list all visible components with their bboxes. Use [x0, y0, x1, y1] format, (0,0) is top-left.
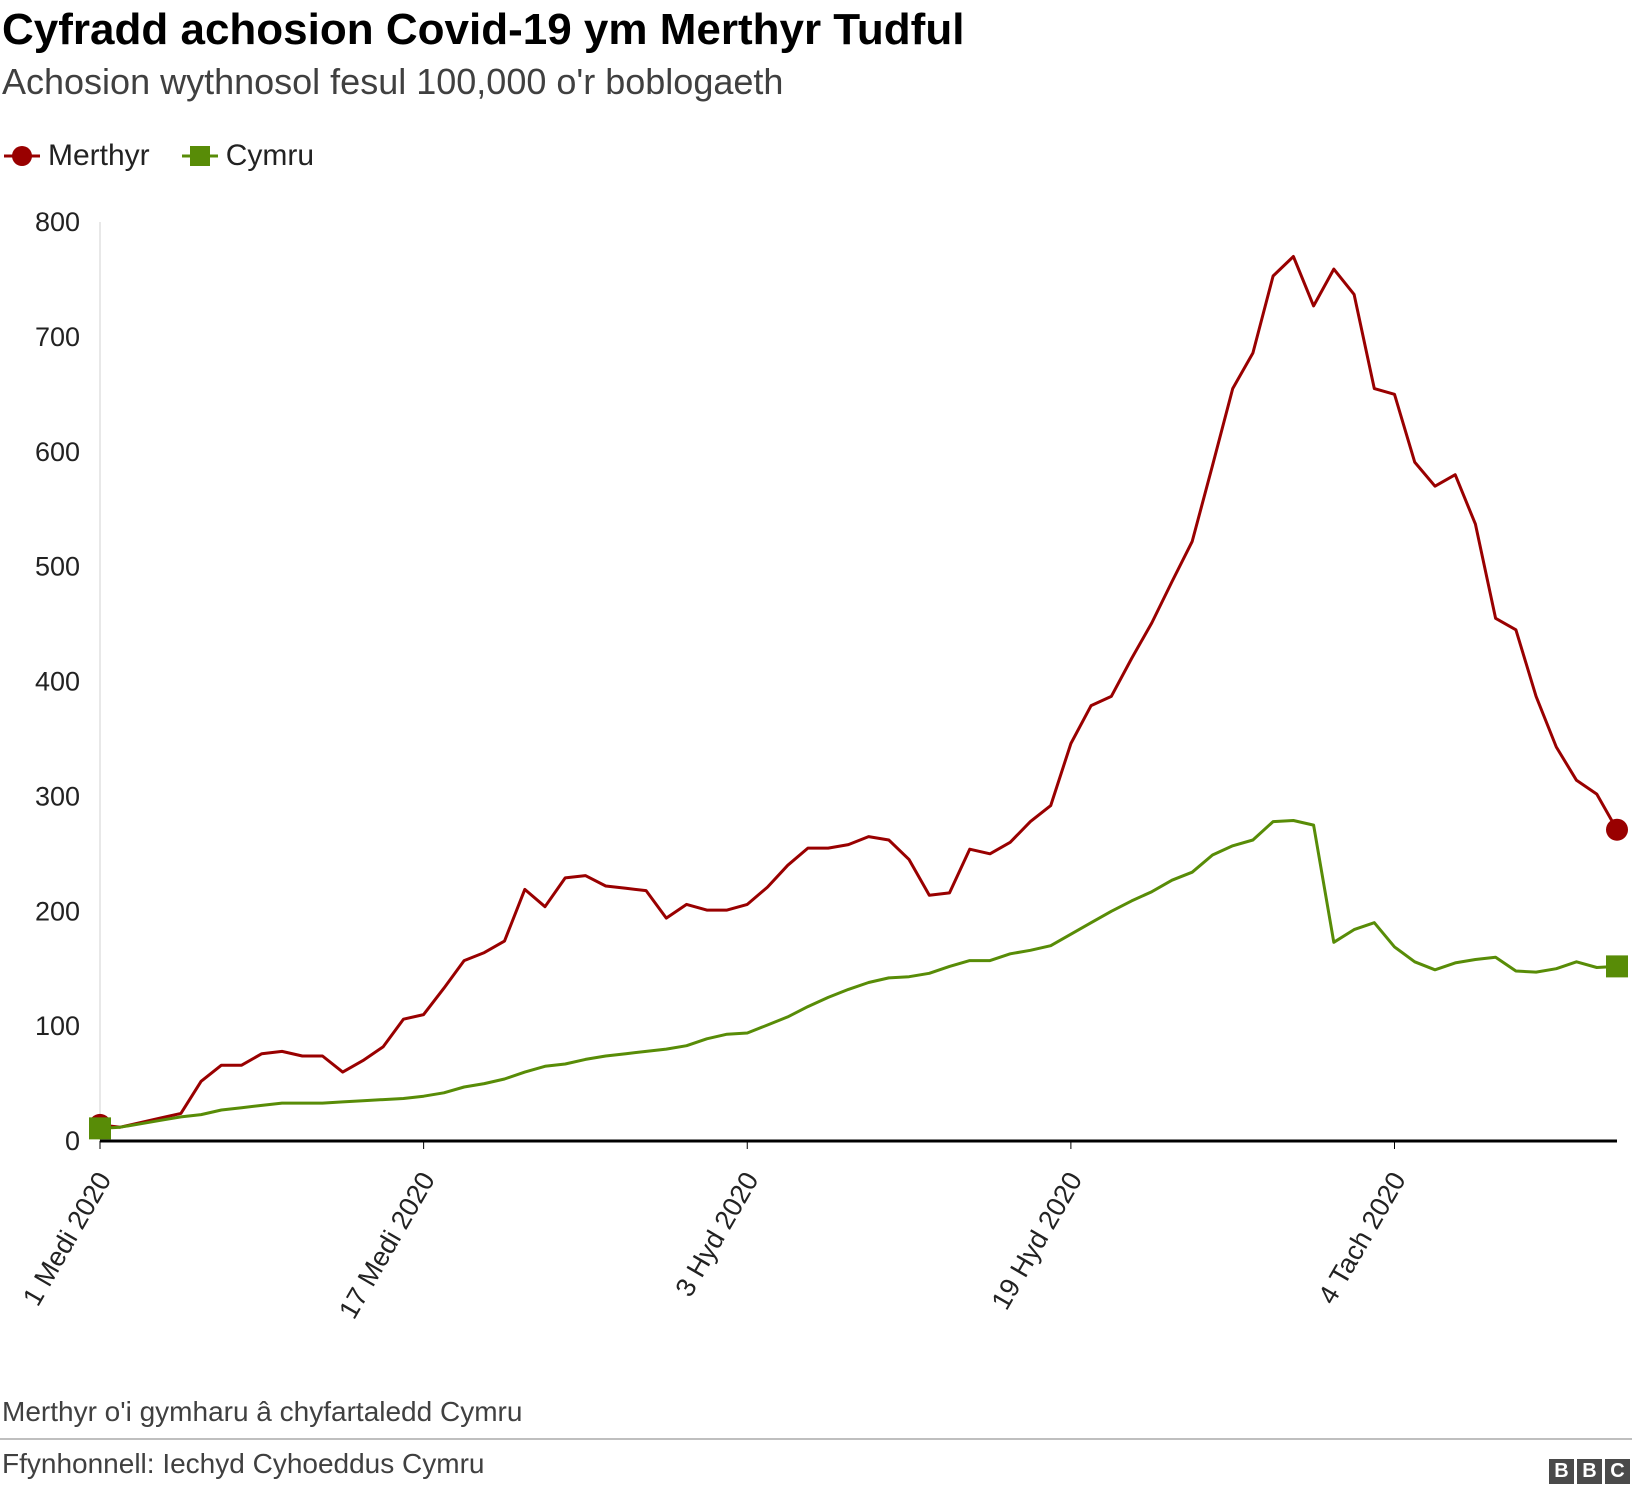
footer-divider [0, 1438, 1632, 1440]
data-point-cymru-start [89, 1117, 111, 1140]
logo-letter-b2: B [1577, 1459, 1602, 1484]
data-point-cymru-end [1606, 955, 1628, 978]
series-line-cymru [99, 819, 1618, 1130]
chart-subtitle: Achosion wythnosol fesul 100,000 o'r bob… [2, 61, 784, 102]
logo-letter-c: C [1605, 1459, 1630, 1484]
x-tick-label: 19 Hyd 2020 [986, 1167, 1089, 1315]
y-tick-label: 800 [35, 207, 80, 237]
y-tick-label: 400 [35, 667, 80, 697]
chart-title: Cyfradd achosion Covid-19 ym Merthyr Tud… [2, 5, 965, 54]
y-tick-label: 700 [35, 322, 80, 352]
y-tick-label: 100 [35, 1011, 80, 1041]
series-line-merthyr [99, 255, 1619, 1129]
x-tick-label: 3 Hyd 2020 [669, 1167, 764, 1302]
bbc-logo: B B C [1546, 1459, 1630, 1484]
data-point-merthyr-end [1606, 818, 1628, 841]
series-layer [89, 255, 1628, 1140]
chart-legend: Merthyr Cymru [2, 132, 344, 180]
chart-note: Merthyr o'i gymharu â chyfartaledd Cymru [2, 1396, 523, 1427]
y-axis: 0 100 200 300 400 500 600 700 800 [35, 207, 101, 1156]
y-tick-label: 0 [65, 1126, 80, 1156]
legend-item-cymru: Cymru [180, 139, 314, 173]
legend-marker-cymru [181, 146, 218, 166]
legend-marker-merthyr [4, 146, 40, 166]
source-text: Ffynhonnell: Iechyd Cyhoeddus Cymru [2, 1448, 485, 1479]
y-tick-label: 600 [35, 437, 80, 467]
y-tick-label: 200 [35, 896, 80, 926]
legend-label-cymru: Cymru [225, 139, 315, 172]
legend-item-merthyr: Merthyr [2, 139, 150, 173]
y-tick-label: 300 [35, 781, 80, 811]
x-tick-label: 1 Medi 2020 [17, 1167, 117, 1311]
y-tick-label: 500 [35, 552, 80, 582]
x-tick-label: 17 Medi 2020 [333, 1167, 441, 1324]
x-tick-label: 4 Tach 2020 [1312, 1167, 1411, 1309]
line-chart: 0 100 200 300 400 500 600 700 800 1 Medi 2020 17 … [17, 207, 1628, 1324]
x-axis: 1 Medi 2020 17 Medi 2020 3 Hyd 2020 19 Hyd … [17, 1139, 1617, 1324]
legend-label-merthyr: Merthyr [48, 139, 150, 172]
logo-letter-b1: B [1549, 1459, 1574, 1484]
